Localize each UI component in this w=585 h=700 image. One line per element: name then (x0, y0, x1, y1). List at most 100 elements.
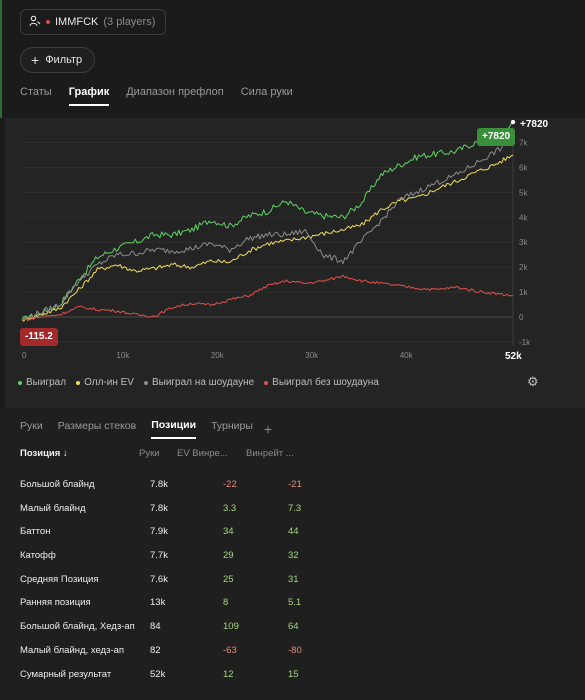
tab-hand-strength[interactable]: Сила руки (240, 86, 293, 98)
legend-swatch-showdown (143, 380, 148, 385)
filter-button[interactable]: + Фильтр (20, 47, 96, 73)
main-tabs: Статы График Диапазон префлоп Сила руки (20, 86, 310, 106)
header-ev-winrate[interactable]: EV Винре... (177, 448, 228, 459)
table-row[interactable]: Катофф 7.7k 29 32 (0, 546, 585, 570)
position-cell: Большой блайнд, Хедз-ап (20, 621, 135, 633)
hands-cell: 7.6k (150, 573, 168, 585)
x-tick-label: 10k (116, 351, 130, 360)
x-tick-label: 0 (22, 351, 27, 360)
hands-cell: 7.8k (150, 479, 168, 490)
position-cell: Баттон (20, 526, 51, 538)
position-cell: Средняя Позиция (20, 573, 99, 585)
tab-hands[interactable]: Руки (20, 420, 43, 432)
table-row[interactable]: Сумарный результат 52k 12 15 (0, 665, 585, 689)
legend-item-showdown[interactable]: Выиграл на шоудауне (143, 377, 254, 388)
end-point-marker (510, 119, 516, 125)
status-dot (46, 20, 50, 24)
ev-winrate-cell: -22 (223, 479, 237, 490)
legend-label-allin-ev: Олл-ин EV (84, 377, 134, 388)
ev-winrate-cell: 109 (223, 621, 239, 633)
table-body: Большой блайнд 7.8k -22 -21 Малый блайнд 7.8k… (0, 475, 585, 688)
table-row[interactable]: Средняя Позиция 7.6k 25 31 (0, 570, 585, 594)
winrate-cell: 64 (288, 621, 299, 633)
legend-label-non-showdown: Выиграл без шоудауна (272, 377, 379, 388)
plus-icon: + (31, 52, 40, 68)
winrate-cell: 32 (288, 550, 299, 562)
table-row[interactable]: Большой блайнд, Хедз-ап 84 109 64 (0, 617, 585, 641)
tab-tournaments[interactable]: Турниры (211, 420, 253, 432)
table-row[interactable]: Ранняя позиция 13k 8 5.1 (0, 593, 585, 617)
position-cell: Малый блайнд, хедз-ап (20, 644, 125, 656)
position-cell: Катофф (20, 550, 56, 562)
winrate-cell: 7.3 (288, 502, 302, 514)
legend-swatch-non-showdown (264, 380, 269, 385)
x-tick-label: 40k (400, 351, 414, 360)
left-edge-marker (0, 0, 2, 118)
series-line-allin-ev (21, 154, 514, 322)
position-cell: Сумарный результат (20, 668, 112, 680)
y-tick-label: 2k (519, 263, 528, 272)
chart-panel: 7k 6k 5k 4k 3k 2k 1k 0 -1k 0 10k 20k 30k 40k (5, 118, 585, 408)
ev-winrate-cell: 34 (223, 526, 234, 538)
y-tick-label: 3k (519, 238, 528, 247)
legend-item-non-showdown[interactable]: Выиграл без шоудауна (264, 377, 379, 388)
y-tick-label: -1k (519, 338, 531, 347)
winrate-cell: 5.1 (288, 597, 302, 609)
hands-cell: 7.8k (150, 502, 168, 514)
hands-cell: 82 (150, 644, 161, 656)
x-tick-label: 20k (211, 351, 225, 360)
ev-winrate-cell: -63 (223, 644, 237, 656)
top-area: IMMFCK (3 players) + Фильтр Статы График… (0, 0, 585, 118)
lower-panel (0, 408, 585, 700)
header-position[interactable]: Позиция ↓ (20, 448, 68, 459)
tab-graph[interactable]: График (68, 86, 110, 106)
add-tab-icon[interactable]: + (263, 421, 273, 437)
table-row[interactable]: Малый блайнд 7.8k 3.3 7.3 (0, 499, 585, 523)
table-row[interactable]: Большой блайнд 7.8k -22 -21 (0, 475, 585, 499)
table-row[interactable]: Малый блайнд, хедз-ап 82 -63 -80 (0, 641, 585, 665)
table-tabs: Руки Размеры стеков Позиции Турниры + (20, 419, 272, 439)
table-header: Позиция ↓ Руки EV Винре... Винрейт ... (0, 446, 585, 466)
user-icon (29, 15, 41, 30)
gear-icon[interactable]: ⚙ (527, 374, 539, 389)
table-row[interactable]: Баттон 7.9k 34 44 (0, 522, 585, 546)
player-selector[interactable]: IMMFCK (3 players) (20, 9, 167, 35)
ev-winrate-cell: 12 (223, 668, 234, 680)
tab-preflop-range[interactable]: Диапазон префлоп (126, 86, 224, 98)
hands-cell: 13k (150, 597, 166, 609)
y-tick-label: 6k (519, 163, 528, 172)
x-max-label: 52k (505, 351, 522, 362)
y-tick-label: 0 (519, 313, 524, 322)
tab-stack-sizes[interactable]: Размеры стеков (57, 420, 137, 432)
winrate-cell: -21 (288, 479, 302, 490)
end-value-badge: +7820 (477, 128, 516, 146)
legend-label-won: Выиграл (26, 377, 67, 388)
chart-legend: Выиграл Олл-ин EV Выиграл на шоудауне Вы… (18, 377, 379, 388)
winrate-cell: -80 (288, 644, 302, 656)
winrate-cell: 31 (288, 573, 299, 585)
tab-stats[interactable]: Статы (20, 86, 52, 98)
series-line-won (21, 121, 514, 322)
legend-swatch-allin-ev (76, 380, 81, 385)
ev-winrate-cell: 8 (223, 597, 229, 609)
tab-positions[interactable]: Позиции (151, 419, 197, 439)
winrate-cell: 44 (288, 526, 299, 538)
player-name: IMMFCK (55, 16, 99, 28)
legend-item-won[interactable]: Выиграл (18, 377, 66, 388)
y-tick-label: 5k (519, 188, 528, 197)
legend-item-allin-ev[interactable]: Олл-ин EV (76, 377, 134, 388)
hands-cell: 7.9k (150, 526, 168, 538)
hands-cell: 7.7k (150, 550, 168, 562)
y-tick-label: 7k (519, 138, 528, 147)
winrate-cell: 15 (288, 668, 299, 680)
series-line-non-showdown (21, 274, 514, 321)
position-cell: Ранняя позиция (20, 597, 91, 609)
header-winrate[interactable]: Винрейт ... (246, 448, 294, 459)
hands-cell: 52k (150, 668, 166, 680)
position-cell: Малый блайнд (20, 502, 86, 514)
ev-winrate-cell: 25 (223, 573, 234, 585)
header-hands[interactable]: Руки (139, 448, 160, 459)
ev-winrate-cell: 29 (223, 550, 234, 562)
filter-label: Фильтр (45, 54, 83, 66)
hands-cell: 84 (150, 621, 161, 633)
